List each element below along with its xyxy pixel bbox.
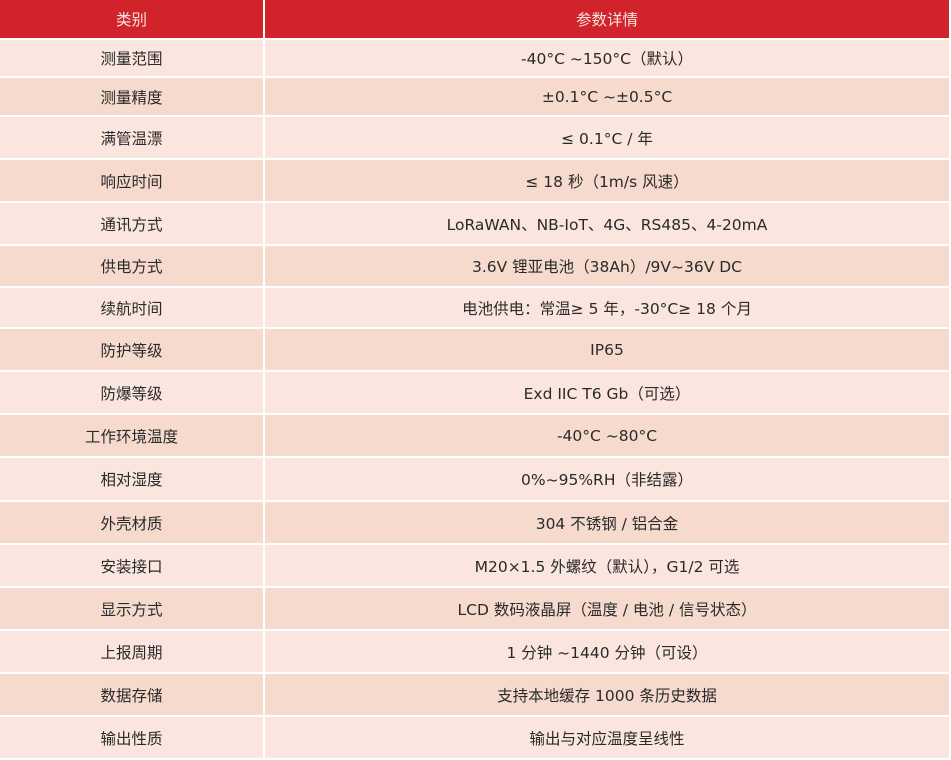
row-value: 1 分钟 ~1440 分钟（可设） (265, 631, 949, 672)
row-label: 供电方式 (0, 246, 263, 286)
table-row: 输出性质 输出与对应温度呈线性 (0, 717, 949, 758)
row-value: M20×1.5 外螺纹（默认），G1/2 可选 (265, 545, 949, 586)
table-row: 测量范围 -40°C ~150°C（默认） (0, 40, 949, 76)
table-row: 响应时间 ≤ 18 秒（1m/s 风速） (0, 160, 949, 201)
row-value: LCD 数码液晶屏（温度 / 电池 / 信号状态） (265, 588, 949, 629)
table-row: 相对湿度 0%~95%RH（非结露） (0, 458, 949, 500)
row-value: 输出与对应温度呈线性 (265, 717, 949, 758)
table-row: 防护等级 IP65 (0, 329, 949, 370)
table-row: 数据存储 支持本地缓存 1000 条历史数据 (0, 674, 949, 715)
row-label: 响应时间 (0, 160, 263, 201)
row-label: 数据存储 (0, 674, 263, 715)
table-header-row: 类别 参数详情 (0, 0, 949, 38)
row-value: -40°C ~150°C（默认） (265, 40, 949, 76)
table-row: 续航时间 电池供电：常温≥ 5 年，-30°C≥ 18 个月 (0, 288, 949, 327)
row-label: 输出性质 (0, 717, 263, 758)
row-value: LoRaWAN、NB-IoT、4G、RS485、4-20mA (265, 203, 949, 244)
row-label: 通讯方式 (0, 203, 263, 244)
row-value: IP65 (265, 329, 949, 370)
table-row: 显示方式 LCD 数码液晶屏（温度 / 电池 / 信号状态） (0, 588, 949, 629)
row-value: 0%~95%RH（非结露） (265, 458, 949, 500)
row-label: 防爆等级 (0, 372, 263, 413)
row-label: 工作环境温度 (0, 415, 263, 456)
row-label: 测量范围 (0, 40, 263, 76)
row-value: 304 不锈钢 / 铝合金 (265, 502, 949, 543)
table-row: 上报周期 1 分钟 ~1440 分钟（可设） (0, 631, 949, 672)
row-label: 相对湿度 (0, 458, 263, 500)
table-row: 安装接口 M20×1.5 外螺纹（默认），G1/2 可选 (0, 545, 949, 586)
row-value: ≤ 18 秒（1m/s 风速） (265, 160, 949, 201)
row-value: 3.6V 锂亚电池（38Ah）/9V~36V DC (265, 246, 949, 286)
row-label: 测量精度 (0, 78, 263, 115)
row-value: 电池供电：常温≥ 5 年，-30°C≥ 18 个月 (265, 288, 949, 327)
table-row: 测量精度 ±0.1°C ~±0.5°C (0, 78, 949, 115)
row-label: 续航时间 (0, 288, 263, 327)
row-value: ≤ 0.1°C / 年 (265, 117, 949, 158)
row-value: 支持本地缓存 1000 条历史数据 (265, 674, 949, 715)
row-label: 外壳材质 (0, 502, 263, 543)
row-label: 显示方式 (0, 588, 263, 629)
table-row: 满管温漂 ≤ 0.1°C / 年 (0, 117, 949, 158)
row-label: 上报周期 (0, 631, 263, 672)
row-value: ±0.1°C ~±0.5°C (265, 78, 949, 115)
table-row: 防爆等级 Exd IIC T6 Gb（可选） (0, 372, 949, 413)
row-label: 防护等级 (0, 329, 263, 370)
header-category: 类别 (0, 0, 263, 38)
table-row: 外壳材质 304 不锈钢 / 铝合金 (0, 502, 949, 543)
row-value: -40°C ~80°C (265, 415, 949, 456)
table-row: 供电方式 3.6V 锂亚电池（38Ah）/9V~36V DC (0, 246, 949, 286)
row-value: Exd IIC T6 Gb（可选） (265, 372, 949, 413)
table-row: 通讯方式 LoRaWAN、NB-IoT、4G、RS485、4-20mA (0, 203, 949, 244)
row-label: 安装接口 (0, 545, 263, 586)
table-row: 工作环境温度 -40°C ~80°C (0, 415, 949, 456)
header-details: 参数详情 (265, 0, 949, 38)
row-label: 满管温漂 (0, 117, 263, 158)
